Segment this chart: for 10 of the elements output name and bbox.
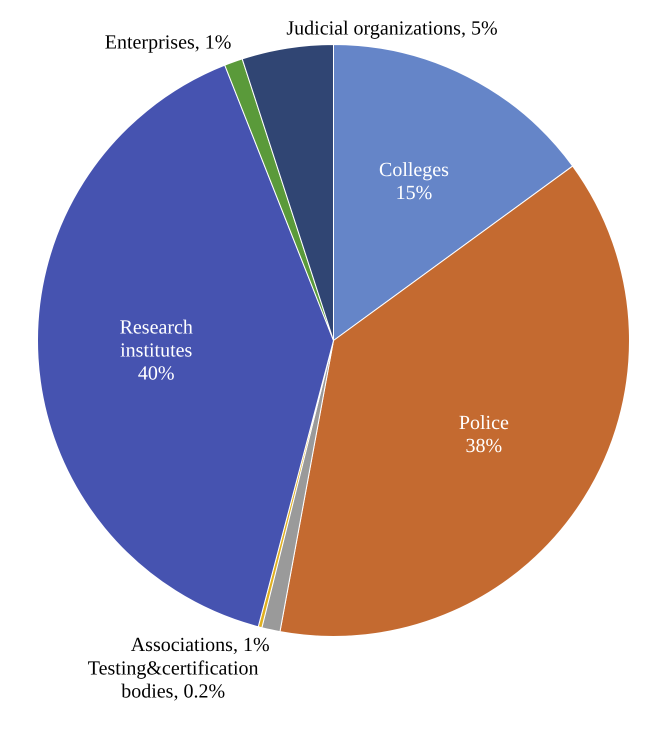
slice-label: Judicial organizations, 5%	[286, 17, 498, 40]
data-label: 15%	[396, 182, 432, 204]
slice-label: Colleges	[378, 158, 450, 181]
slice-label: Enterprises, 1%	[104, 32, 232, 54]
slice-label: Testing&certification bodies, 0.2%	[88, 657, 259, 702]
data-label: 38%	[466, 434, 502, 457]
slice-label: Associations, 1%	[130, 634, 270, 656]
slice-label: Research institutes	[120, 316, 193, 362]
data-label: 40%	[138, 362, 175, 384]
slice-label: Police	[458, 412, 509, 434]
